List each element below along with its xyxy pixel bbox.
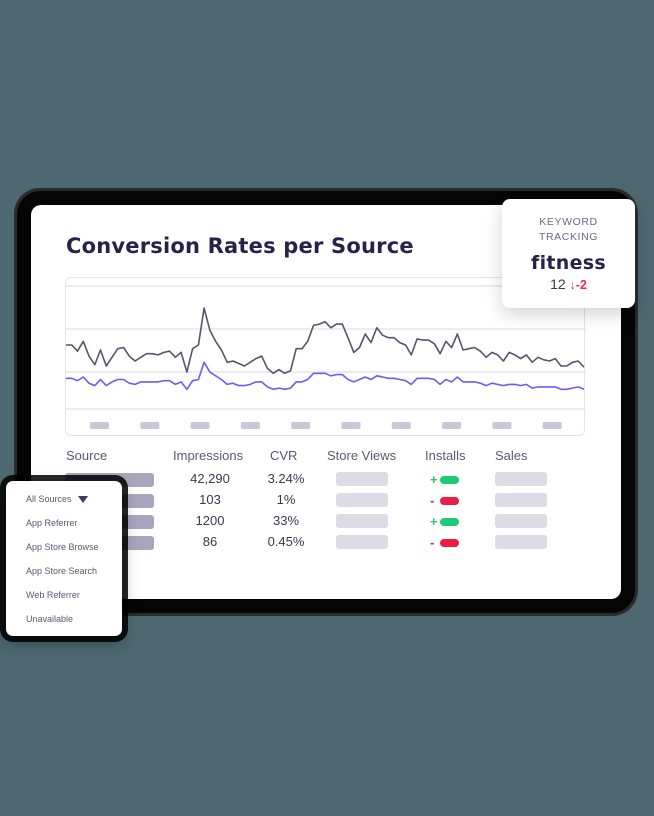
sales-placeholder-bar	[495, 514, 547, 528]
store-views-placeholder-bar	[336, 493, 388, 507]
installs-trend-pill	[440, 539, 459, 547]
installs-trend-pill	[440, 518, 459, 526]
keyword-rank: 12	[550, 276, 566, 292]
store-views-placeholder-bar	[336, 514, 388, 528]
column-header-sales[interactable]: Sales	[495, 448, 528, 463]
page-title: Conversion Rates per Source	[66, 234, 414, 258]
dropdown-selected-label: All Sources	[26, 494, 72, 504]
dropdown-selected[interactable]: All Sources	[6, 493, 122, 517]
series-dark-line	[66, 307, 585, 375]
keyword-term: fitness	[531, 252, 606, 274]
rank-change: -2	[575, 278, 587, 292]
impressions-value: 42,290	[190, 471, 230, 486]
column-header-impressions[interactable]: Impressions	[173, 448, 244, 463]
column-header-installs[interactable]: Installs	[425, 448, 466, 463]
installs-trend-pill	[440, 497, 459, 505]
series-purple-line	[66, 361, 585, 391]
sales-placeholder-bar	[495, 472, 547, 486]
sales-placeholder-bar	[495, 535, 547, 549]
line-chart	[65, 277, 586, 436]
source-filter-dropdown[interactable]: All Sources App Referrer App Store Brows…	[6, 481, 122, 636]
installs-trend-pill	[440, 476, 459, 484]
installs-sign: +	[430, 472, 438, 487]
installs-sign: -	[430, 535, 435, 550]
store-views-placeholder-bar	[336, 535, 388, 549]
cvr-value: 1%	[276, 492, 296, 507]
dropdown-option-unavailable[interactable]: Unavailable	[26, 614, 74, 624]
keyword-rank-row: 12 ↓-2	[502, 276, 635, 292]
cvr-value: 3.24%	[267, 471, 305, 486]
arrow-down-icon: ↓	[569, 278, 576, 292]
label-line-1: KEYWORD	[539, 216, 598, 228]
installs-sign: -	[430, 493, 435, 508]
dropdown-option-web-referrer[interactable]: Web Referrer	[26, 590, 80, 600]
dropdown-option-app-referrer[interactable]: App Referrer	[26, 518, 78, 528]
impressions-value: 86	[202, 534, 218, 549]
keyword-tracking-card: KEYWORD TRACKING fitness 12 ↓-2	[502, 199, 635, 308]
impressions-value: 103	[199, 492, 221, 507]
installs-sign: +	[430, 514, 438, 529]
store-views-placeholder-bar	[336, 472, 388, 486]
label-line-2: TRACKING	[538, 231, 599, 243]
sales-placeholder-bar	[495, 493, 547, 507]
column-header-store-views[interactable]: Store Views	[327, 448, 397, 463]
column-header-source[interactable]: Source	[66, 448, 108, 463]
chart-canvas	[66, 285, 586, 429]
impressions-value: 1200	[195, 513, 225, 528]
column-header-cvr[interactable]: CVR	[270, 448, 298, 463]
cvr-value: 33%	[272, 513, 300, 528]
cvr-value: 0.45%	[267, 534, 305, 549]
keyword-tracking-label: KEYWORD TRACKING	[502, 215, 635, 245]
dropdown-option-app-store-search[interactable]: App Store Search	[26, 566, 98, 576]
dropdown-option-app-store-browse[interactable]: App Store Browse	[26, 542, 99, 552]
caret-down-icon	[77, 496, 88, 503]
